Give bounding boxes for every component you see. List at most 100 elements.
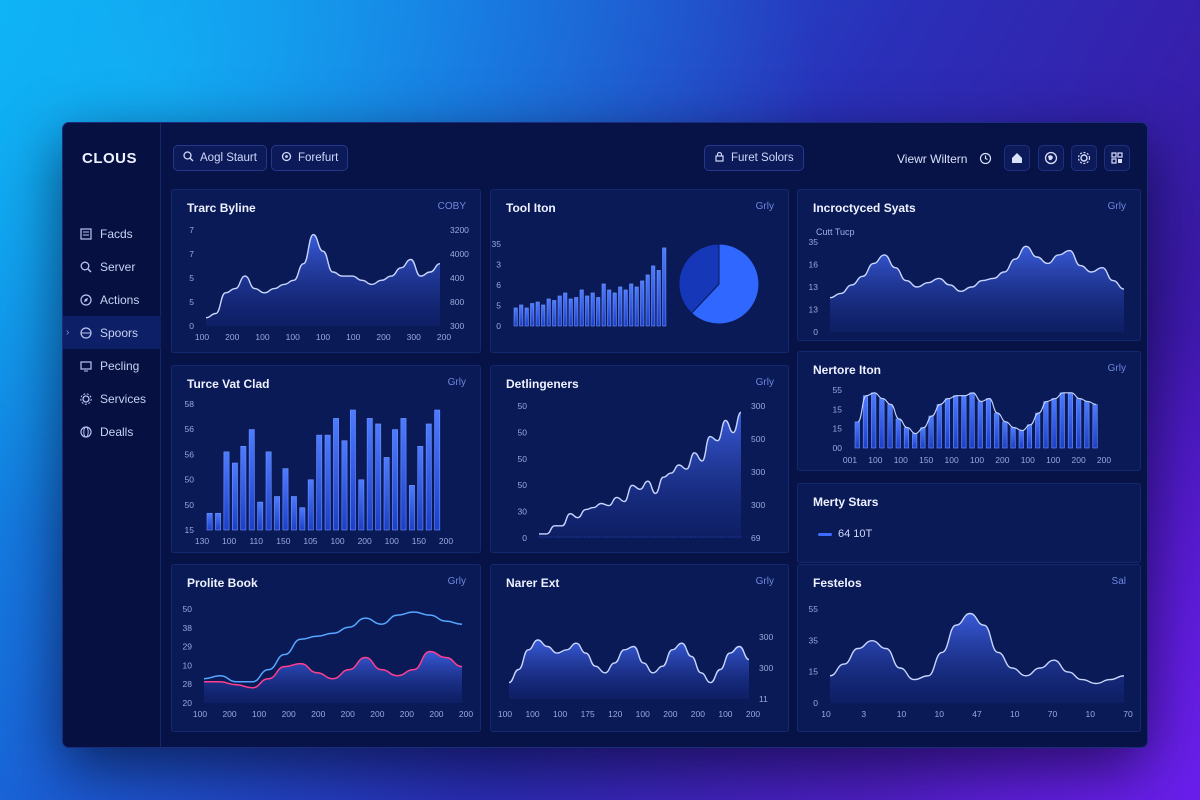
panel-incroctyced-syats: Incroctyced Syats Grly Cutt Tucp 0 13 13 16…: [797, 189, 1141, 341]
bar: [400, 418, 407, 531]
x-tick-label: 175: [581, 709, 595, 719]
x-tick-label: 200: [358, 536, 372, 546]
y-tick-label: 7: [189, 249, 194, 259]
home-icon[interactable]: [1004, 145, 1030, 171]
bar: [928, 415, 934, 449]
sidebar-item-server[interactable]: Server: [63, 250, 161, 283]
toolbar-search-button[interactable]: Aogl Staurt: [173, 145, 267, 171]
bar: [231, 462, 238, 531]
x-tick-label: 200: [311, 709, 325, 719]
x-tick-label: 200: [429, 709, 443, 719]
panel-menu[interactable]: Grly: [447, 377, 466, 388]
y-tick-label: 00: [833, 443, 843, 453]
bar: [862, 395, 869, 449]
bar: [634, 286, 639, 327]
x-tick-label: 200: [222, 709, 236, 719]
x-tick-label: 100: [195, 332, 209, 342]
clock-icon[interactable]: [979, 152, 992, 165]
gear-icon: [79, 392, 93, 406]
bar: [651, 265, 656, 327]
panel-prolite-book: Prolite Book Grly 20 28 10 29 38 50 100 200 100 2…: [171, 564, 481, 732]
x-tick-label: 3: [861, 709, 866, 719]
y-tick-label: 300: [759, 632, 773, 642]
panel-title: Turce Vat Clad: [187, 377, 270, 391]
series-line: [204, 650, 463, 689]
y-tick-label: 50: [185, 475, 195, 485]
sidebar-item-dealls[interactable]: Dealls: [63, 415, 161, 448]
sidebar-item-pecling[interactable]: Pecling: [63, 349, 161, 382]
bar: [1067, 392, 1074, 449]
x-tick-label: 200: [370, 709, 384, 719]
y2-tick-label: 4000: [450, 249, 469, 259]
gear-icon[interactable]: [1071, 145, 1097, 171]
y2-tick-label: 300: [450, 321, 464, 331]
series-line: [205, 233, 441, 319]
bar: [519, 304, 524, 327]
x-tick-label: 200: [663, 709, 677, 719]
toolbar-colors-button[interactable]: Furet Solors: [704, 145, 804, 171]
lock-icon: [714, 151, 725, 165]
y2-tick-label: 69: [751, 533, 761, 543]
panel-menu[interactable]: Grly: [1107, 363, 1126, 374]
legend-item: 64 10T: [818, 528, 872, 540]
y2-tick-label: 300: [751, 500, 765, 510]
y-tick-label: 56: [185, 449, 195, 459]
y-tick-label: 13: [809, 305, 819, 315]
bar: [282, 468, 289, 531]
sidebar-item-services[interactable]: Services: [63, 382, 161, 415]
chart-p9: 11 300 300 100 100 100 175 120 100 200 200 100 200: [498, 632, 774, 719]
chart-p3: 0 13 13 16 35: [809, 237, 1125, 337]
x-tick-label: 100: [868, 455, 882, 465]
panel-menu[interactable]: COBY: [437, 201, 466, 212]
bar: [574, 297, 579, 327]
globe-icon[interactable]: [1038, 145, 1064, 171]
y-tick-label: 55: [833, 385, 843, 395]
bar: [383, 457, 390, 531]
x-tick-label: 100: [330, 536, 344, 546]
x-tick-label: 100: [945, 455, 959, 465]
sidebar-item-spoors[interactable]: › Spoors: [63, 316, 161, 349]
bar: [887, 404, 893, 449]
panel-menu[interactable]: Grly: [447, 576, 466, 587]
top-toolbar: Aogl Staurt Forefurt Furet Solors Viewr …: [161, 123, 1147, 189]
bar: [366, 418, 373, 531]
y2-tick-label: 300: [751, 467, 765, 477]
x-tick-label: 200: [1072, 455, 1086, 465]
bar: [895, 418, 901, 449]
panel-menu[interactable]: Grly: [755, 576, 774, 587]
area-fill: [830, 613, 1124, 703]
compass-icon: [79, 293, 93, 307]
sidebar-item-facds[interactable]: Facds: [63, 217, 161, 250]
panel-menu[interactable]: Grly: [755, 377, 774, 388]
sidebar-item-actions[interactable]: Actions: [63, 283, 161, 316]
x-tick-label: 150: [276, 536, 290, 546]
chart-p10: 0 15 35 55 10 3 10 10 47 10 70 10 70: [809, 604, 1133, 719]
panel-title: Nertore Iton: [813, 363, 882, 377]
x-tick-label: 100: [498, 709, 512, 719]
bar: [601, 283, 606, 327]
x-tick-label: 100: [894, 455, 908, 465]
bar: [1076, 398, 1082, 449]
y-tick-label: 50: [185, 500, 195, 510]
bar: [557, 295, 562, 327]
globe-icon: [79, 425, 93, 439]
toolbar-filter-button[interactable]: Forefurt: [271, 145, 349, 171]
grid-icon[interactable]: [1104, 145, 1130, 171]
panel-menu[interactable]: Sal: [1111, 576, 1126, 587]
panel-tool-iton: Tool Iton Grly 0 5 6 3 35: [490, 189, 789, 353]
bar: [912, 433, 918, 449]
panel-menu[interactable]: Grly: [1107, 201, 1126, 212]
bar: [1051, 398, 1057, 449]
x-tick-label: 10: [821, 709, 831, 719]
y-tick-label: 10: [183, 660, 193, 670]
y-tick-label: 55: [809, 604, 819, 614]
x-tick-label: 130: [195, 536, 209, 546]
x-tick-label: 200: [376, 332, 390, 342]
bar: [546, 298, 551, 327]
bar: [994, 412, 1000, 449]
x-tick-label: 10: [1086, 709, 1096, 719]
bar: [434, 409, 441, 531]
y-tick-label: 15: [185, 525, 195, 535]
panel-merty-stars: Merty Stars 64 10T: [797, 483, 1141, 563]
panel-menu[interactable]: Grly: [755, 201, 774, 212]
